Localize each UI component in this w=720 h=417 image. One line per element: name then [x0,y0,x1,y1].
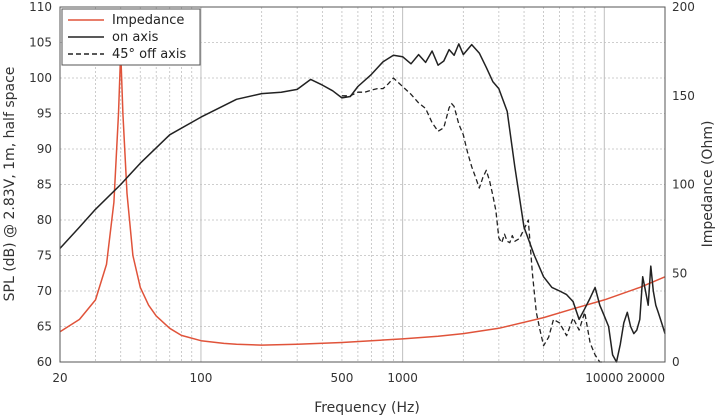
legend-label-on-axis: on axis [112,30,159,45]
y-tick-label: 95 [37,107,52,121]
y2-tick-label: 50 [672,266,687,280]
y-tick-label: 85 [37,178,52,192]
y-tick-label: 60 [37,355,52,369]
y-tick-label: 65 [37,320,52,334]
x-tick-label: 1000 [387,371,418,385]
y-tick-label: 90 [37,142,52,156]
legend-label-off-axis: 45° off axis [112,47,186,62]
x-tick-label: 500 [330,371,353,385]
x-tick-label: 100 [190,371,213,385]
x-tick-labels: 20 100 500 1000 10000 20000 [52,371,665,385]
y-tick-label: 70 [37,284,52,298]
y-tick-label: 110 [29,0,52,14]
y2-tick-label: 200 [672,0,695,14]
plot-frame [59,6,666,363]
y-tick-label: 105 [29,36,52,50]
y2-tick-label: 100 [672,178,695,192]
x-tick-label: 20 [52,371,67,385]
y2-tick-label: 150 [672,89,695,103]
series-line-impedance [59,50,666,346]
y2-axis-title: Impedance (Ohm) [700,121,716,248]
x-tick-label: 10000 [585,371,623,385]
y-tick-label: 100 [29,71,52,85]
series-line-on-axis [59,43,666,363]
x-tick-label: 20000 [627,371,665,385]
legend-label-impedance: Impedance [112,13,184,28]
y-tick-labels: 60 65 70 75 80 85 90 95 100 105 110 [29,0,52,369]
series-layer [59,43,666,363]
y-tick-label: 80 [37,213,52,227]
y2-tick-labels: 0 50 100 150 200 [672,0,695,369]
y-tick-label: 75 [37,249,52,263]
x-axis-title: Frequency (Hz) [314,400,420,416]
y2-tick-label: 0 [672,355,680,369]
legend: Impedance on axis 45° off axis [61,8,201,66]
y-axis-title: SPL (dB) @ 2.83V, 1m, half space [2,67,18,302]
